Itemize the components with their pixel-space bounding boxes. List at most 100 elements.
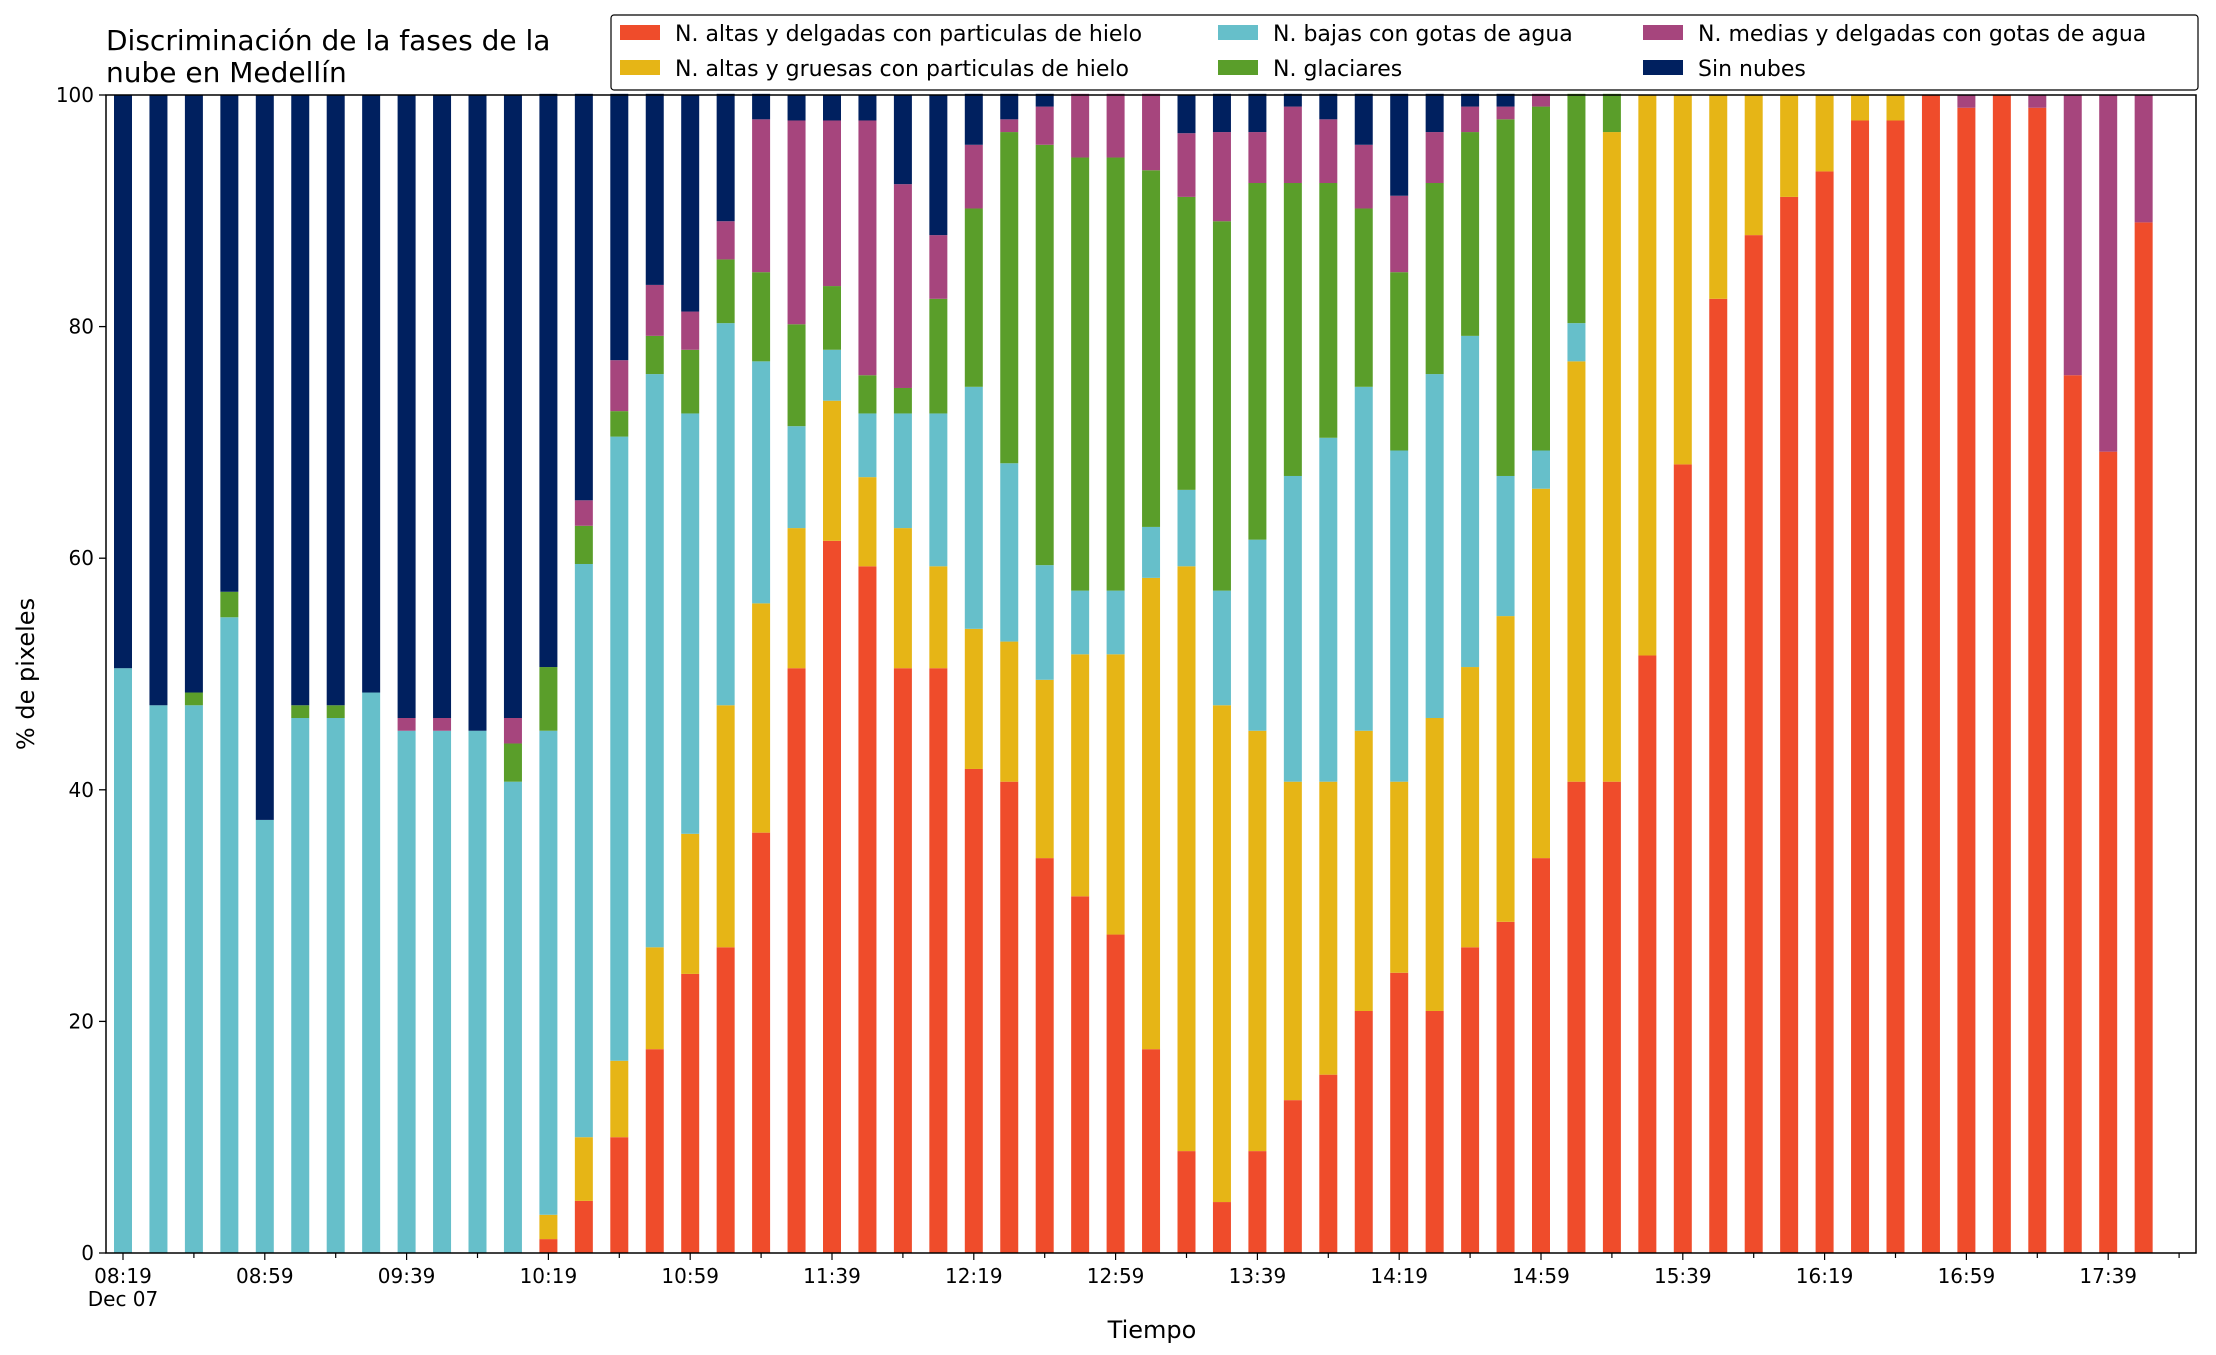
bar-segment-45-series-1 (1709, 95, 1728, 299)
bar-segment-6-series-3 (326, 705, 345, 719)
bar-segment-0-series-2 (114, 668, 132, 1253)
bar-segment-19-series-4 (787, 120, 806, 325)
bar-segment-35-series-4 (1354, 144, 1373, 209)
bar-segment-33-series-3 (1283, 183, 1302, 476)
bar-segment-15-series-4 (645, 284, 664, 336)
legend-swatch-1 (620, 60, 660, 75)
bar-segment-29-series-3 (1142, 170, 1161, 527)
bar-segment-36-series-2 (1390, 450, 1409, 782)
bar-segment-10-series-2 (468, 730, 487, 1253)
bar-segment-29-series-1 (1142, 577, 1161, 1050)
x-tick-label-2: 09:39 (378, 1264, 436, 1288)
bar-segment-6-series-5 (326, 95, 345, 706)
bar-segment-22-series-2 (893, 413, 912, 529)
bar-segment-32-series-4 (1248, 132, 1267, 184)
bar-segment-12-series-5 (539, 93, 558, 668)
bar-segment-57-series-0 (2134, 222, 2153, 1253)
bar-segment-42-series-0 (1602, 781, 1621, 1253)
bar-segment-9-series-2 (433, 730, 452, 1253)
bar-segment-40-series-1 (1532, 488, 1550, 859)
y-tick-label-4: 80 (69, 315, 94, 339)
bar-segment-14-series-1 (610, 1060, 629, 1138)
bar-segment-45-series-0 (1709, 298, 1728, 1253)
bar-segment-10-series-5 (468, 95, 487, 731)
y-axis-label: % de pixeles (12, 598, 40, 750)
x-tick-label-7: 12:59 (1087, 1264, 1145, 1288)
bar-segment-44-series-0 (1673, 464, 1692, 1253)
bar-segment-57-series-4 (2134, 95, 2153, 223)
bar-segment-16-series-1 (681, 833, 700, 974)
bar-segment-41-series-1 (1567, 361, 1586, 782)
bar-segment-19-series-2 (787, 426, 806, 529)
bar-segment-36-series-1 (1390, 781, 1409, 973)
bar-segment-55-series-0 (2063, 375, 2082, 1253)
bar-segment-21-series-1 (858, 477, 877, 567)
bar-segment-25-series-2 (1000, 463, 1019, 642)
bar-segment-13-series-5 (574, 93, 593, 501)
bar-segment-21-series-0 (858, 566, 877, 1253)
bar-segment-23-series-2 (929, 413, 948, 567)
bar-segment-37-series-2 (1425, 374, 1444, 719)
bar-segment-18-series-3 (752, 272, 771, 362)
bar-segment-34-series-2 (1319, 437, 1338, 782)
bar-segment-29-series-2 (1142, 526, 1161, 578)
x-tick-label-11: 15:39 (1654, 1264, 1712, 1288)
bar-segment-43-series-1 (1638, 95, 1657, 656)
bar-segment-26-series-4 (1035, 106, 1054, 145)
bar-segment-16-series-2 (681, 413, 700, 834)
bar-segment-11-series-4 (503, 718, 522, 744)
bar-segment-35-series-1 (1354, 730, 1373, 1011)
bar-segment-28-series-4 (1106, 93, 1125, 158)
bar-segment-13-series-2 (574, 563, 593, 1138)
bar-segment-38-series-1 (1461, 667, 1480, 948)
bar-segment-47-series-0 (1780, 196, 1799, 1253)
bar-segment-9-series-4 (433, 718, 452, 731)
bar-segment-24-series-5 (964, 93, 983, 145)
bar-segment-48-series-1 (1815, 95, 1834, 172)
bar-segment-11-series-2 (503, 781, 522, 1253)
bar-segment-13-series-3 (574, 525, 593, 564)
bar-segment-35-series-5 (1354, 93, 1373, 145)
bar-segment-3-series-5 (220, 95, 239, 592)
bar-segment-32-series-2 (1248, 539, 1267, 731)
bar-segment-35-series-0 (1354, 1010, 1373, 1253)
bar-segment-35-series-3 (1354, 208, 1373, 387)
bars-group (114, 93, 2153, 1254)
bar-segment-11-series-3 (503, 743, 522, 782)
legend-swatch-4 (1643, 25, 1683, 40)
bar-segment-34-series-5 (1319, 93, 1338, 120)
bar-segment-30-series-4 (1177, 133, 1196, 197)
bar-segment-33-series-1 (1283, 781, 1302, 1101)
y-axis: 0 20 40 60 80 100 (56, 83, 106, 1265)
bar-segment-37-series-1 (1425, 718, 1444, 1011)
bar-segment-24-series-4 (964, 144, 983, 209)
bar-segment-15-series-1 (645, 947, 664, 1050)
legend-label-0: N. altas y delgadas con particulas de hi… (675, 22, 1142, 47)
bar-segment-20-series-1 (823, 400, 841, 541)
bar-segment-12-series-3 (539, 667, 558, 731)
bar-segment-34-series-0 (1319, 1074, 1338, 1253)
bar-segment-25-series-4 (1000, 119, 1019, 133)
bar-segment-17-series-3 (716, 259, 735, 324)
bar-segment-37-series-4 (1425, 132, 1444, 184)
y-tick-label-0: 0 (81, 1241, 94, 1265)
bar-segment-29-series-4 (1142, 93, 1161, 171)
bar-segment-3-series-2 (220, 617, 239, 1253)
x-axis-label: Tiempo (1107, 1316, 1197, 1344)
bar-segment-22-series-3 (893, 387, 912, 414)
bar-segment-17-series-5 (716, 93, 735, 222)
bar-segment-15-series-0 (645, 1049, 664, 1253)
bar-segment-35-series-2 (1354, 386, 1373, 731)
bar-segment-30-series-3 (1177, 196, 1196, 490)
bar-segment-40-series-0 (1532, 858, 1550, 1253)
bar-segment-30-series-0 (1177, 1151, 1196, 1253)
x-tick-label-8: 13:39 (1229, 1264, 1287, 1288)
bar-segment-16-series-4 (681, 311, 700, 350)
x-axis: 08:19 08:59 09:39 10:19 10:59 11:39 12:19 12:59… (88, 1253, 2180, 1311)
bar-segment-15-series-3 (645, 335, 664, 375)
bar-segment-6-series-2 (326, 718, 345, 1253)
bar-segment-23-series-5 (929, 95, 948, 236)
bar-segment-54-series-4 (2028, 95, 2047, 108)
bar-segment-32-series-0 (1248, 1151, 1267, 1253)
bar-segment-28-series-0 (1106, 934, 1125, 1253)
